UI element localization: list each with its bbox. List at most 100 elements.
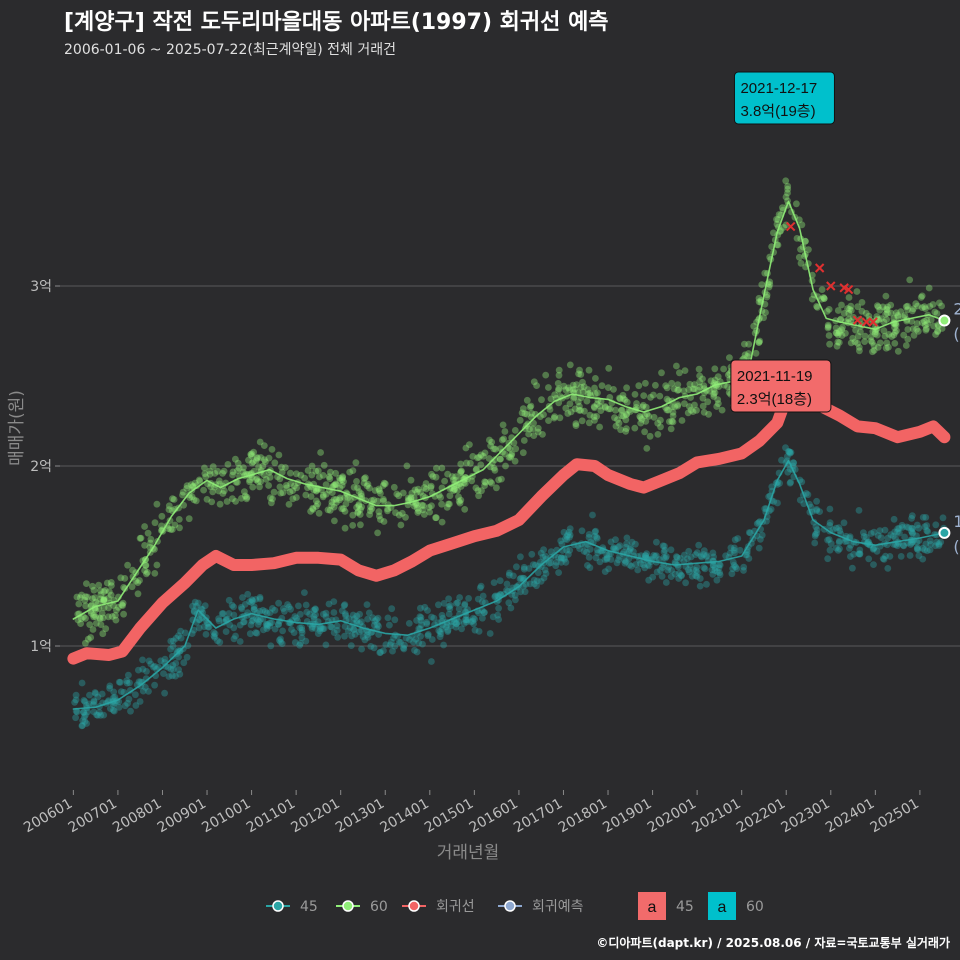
scatter-point-45 bbox=[637, 552, 645, 559]
scatter-point-60 bbox=[891, 329, 899, 336]
scatter-point-60 bbox=[399, 489, 407, 497]
scatter-point-45 bbox=[627, 544, 634, 552]
scatter-point-60 bbox=[824, 321, 832, 329]
scatter-point-45 bbox=[222, 615, 230, 623]
scatter-point-45 bbox=[132, 702, 140, 709]
scatter-point-45 bbox=[92, 690, 99, 697]
scatter-point-45 bbox=[344, 627, 352, 635]
scatter-point-60 bbox=[433, 464, 440, 472]
scatter-point-60 bbox=[375, 512, 383, 520]
scatter-point-60 bbox=[755, 338, 763, 346]
scatter-point-45 bbox=[478, 607, 486, 614]
scatter-point-60 bbox=[331, 517, 338, 525]
scatter-point-45 bbox=[287, 605, 294, 613]
scatter-point-60 bbox=[99, 614, 107, 622]
scatter-point-45 bbox=[537, 549, 545, 557]
scatter-point-60 bbox=[105, 594, 112, 602]
scatter-point-45 bbox=[900, 542, 908, 550]
scatter-point-45 bbox=[169, 665, 177, 673]
scatter-point-60 bbox=[623, 384, 630, 392]
scatter-point-60 bbox=[596, 423, 603, 431]
scatter-point-45 bbox=[907, 541, 914, 548]
scatter-point-60 bbox=[523, 396, 531, 404]
scatter-point-60 bbox=[92, 613, 99, 621]
scatter-point-60 bbox=[674, 386, 682, 394]
scatter-point-60 bbox=[461, 506, 469, 513]
scatter-point-60 bbox=[569, 381, 577, 389]
scatter-point-45 bbox=[787, 449, 795, 456]
scatter-point-45 bbox=[616, 542, 624, 549]
scatter-point-60 bbox=[475, 454, 483, 461]
scatter-point-45 bbox=[692, 551, 699, 558]
scatter-point-45 bbox=[421, 603, 429, 611]
scatter-point-45 bbox=[423, 620, 431, 628]
scatter-point-60 bbox=[855, 344, 863, 351]
scatter-point-45 bbox=[778, 456, 785, 464]
scatter-point-60 bbox=[663, 406, 671, 414]
scatter-point-60 bbox=[836, 327, 843, 335]
scatter-point-45 bbox=[626, 561, 633, 569]
scatter-point-60 bbox=[428, 470, 435, 478]
scatter-point-60 bbox=[793, 200, 800, 208]
scatter-point-45 bbox=[241, 618, 248, 626]
scatter-point-45 bbox=[301, 589, 308, 596]
scatter-point-60 bbox=[215, 487, 223, 495]
scatter-point-60 bbox=[134, 590, 142, 598]
scatter-point-60 bbox=[319, 491, 327, 499]
scatter-point-45 bbox=[873, 547, 881, 555]
scatter-point-60 bbox=[330, 482, 337, 489]
scatter-point-60 bbox=[276, 475, 284, 483]
scatter-point-45 bbox=[563, 536, 571, 543]
scatter-point-60 bbox=[314, 500, 322, 508]
scatter-point-60 bbox=[90, 611, 98, 619]
scatter-point-45 bbox=[125, 695, 133, 703]
scatter-points bbox=[71, 177, 948, 730]
callout-box bbox=[733, 71, 835, 125]
scatter-point-60 bbox=[100, 595, 108, 603]
scatter-point-45 bbox=[680, 558, 688, 565]
scatter-point-45 bbox=[662, 554, 669, 562]
scatter-point-60 bbox=[668, 403, 676, 411]
scatter-point-60 bbox=[339, 474, 346, 482]
scatter-point-60 bbox=[309, 505, 317, 513]
scatter-point-60 bbox=[420, 511, 428, 518]
scatter-point-45 bbox=[238, 605, 246, 613]
scatter-point-45 bbox=[895, 525, 903, 532]
scatter-point-60 bbox=[913, 320, 921, 327]
scatter-point-45 bbox=[557, 554, 565, 562]
scatter-point-60 bbox=[100, 588, 108, 596]
scatter-point-45 bbox=[456, 594, 463, 601]
scatter-point-60 bbox=[592, 375, 599, 382]
scatter-point-45 bbox=[210, 632, 218, 640]
scatter-point-60 bbox=[83, 580, 90, 587]
scatter-point-45 bbox=[601, 568, 609, 575]
credit-text: ©디아파트(dapt.kr) / 2025.08.06 / 자료=국토교통부 실… bbox=[596, 935, 950, 950]
scatter-point-45 bbox=[914, 544, 921, 552]
scatter-point-45 bbox=[870, 545, 877, 552]
scatter-point-45 bbox=[435, 601, 442, 609]
scatter-point-60 bbox=[219, 490, 227, 497]
scatter-point-60 bbox=[477, 461, 485, 469]
scatter-point-45 bbox=[489, 613, 497, 621]
scatter-point-45 bbox=[632, 540, 639, 548]
scatter-point-60 bbox=[360, 475, 368, 482]
scatter-point-45 bbox=[371, 617, 379, 625]
scatter-point-60 bbox=[695, 365, 703, 373]
scatter-point-60 bbox=[795, 253, 803, 261]
scatter-point-45 bbox=[693, 569, 701, 576]
scatter-point-45 bbox=[124, 671, 132, 679]
scatter-point-60 bbox=[84, 593, 91, 601]
scatter-point-45 bbox=[909, 525, 916, 532]
scatter-point-60 bbox=[246, 476, 254, 484]
scatter-point-45 bbox=[143, 668, 150, 675]
scatter-point-45 bbox=[317, 624, 325, 632]
scatter-point-60 bbox=[458, 467, 465, 475]
scatter-point-60 bbox=[315, 509, 323, 517]
scatter-point-60 bbox=[883, 305, 890, 313]
scatter-point-45 bbox=[696, 582, 704, 590]
scatter-point-45 bbox=[444, 627, 452, 634]
legend-item-회귀예측: 회귀예측 bbox=[498, 899, 584, 915]
scatter-point-45 bbox=[641, 564, 649, 572]
scatter-point-45 bbox=[356, 620, 364, 627]
scatter-point-60 bbox=[616, 394, 623, 402]
